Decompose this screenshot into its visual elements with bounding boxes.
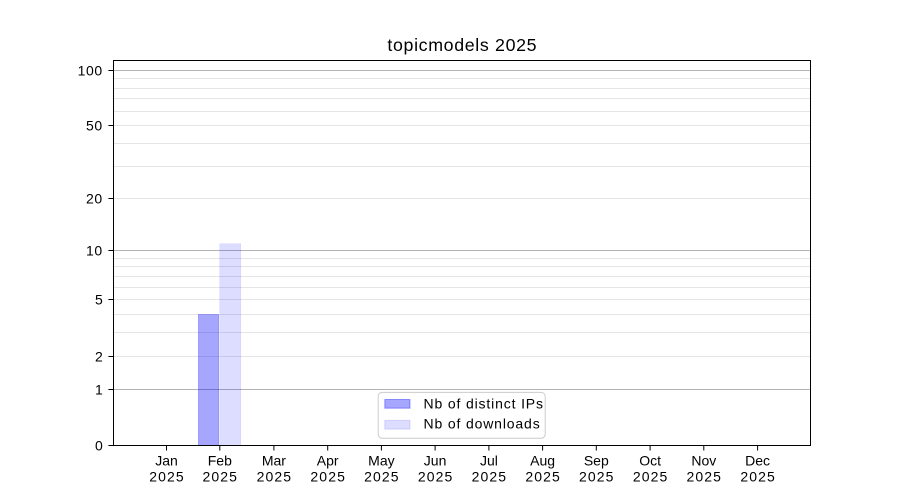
svg-text:2025: 2025 bbox=[525, 469, 561, 485]
svg-text:topicmodels 2025: topicmodels 2025 bbox=[387, 35, 537, 55]
svg-text:2025: 2025 bbox=[633, 469, 669, 485]
svg-text:2025: 2025 bbox=[257, 469, 293, 485]
svg-text:Mar: Mar bbox=[262, 453, 286, 469]
svg-text:May: May bbox=[368, 453, 394, 469]
svg-text:Nb of distinct IPs: Nb of distinct IPs bbox=[424, 395, 544, 411]
svg-text:1: 1 bbox=[95, 382, 103, 398]
svg-text:10: 10 bbox=[86, 243, 103, 259]
svg-text:Jun: Jun bbox=[424, 453, 447, 469]
svg-text:2025: 2025 bbox=[472, 469, 508, 485]
svg-text:2025: 2025 bbox=[740, 469, 776, 485]
svg-text:2: 2 bbox=[95, 349, 103, 365]
svg-text:2025: 2025 bbox=[687, 469, 723, 485]
svg-text:Dec: Dec bbox=[745, 453, 770, 469]
svg-text:Apr: Apr bbox=[317, 453, 339, 469]
svg-text:Aug: Aug bbox=[530, 453, 555, 469]
svg-text:Oct: Oct bbox=[639, 453, 661, 469]
svg-text:Feb: Feb bbox=[208, 453, 232, 469]
svg-text:5: 5 bbox=[95, 292, 103, 308]
svg-text:Jan: Jan bbox=[155, 453, 178, 469]
svg-text:2025: 2025 bbox=[579, 469, 615, 485]
svg-text:100: 100 bbox=[78, 63, 103, 79]
svg-text:Jul: Jul bbox=[480, 453, 498, 469]
svg-text:Nb of downloads: Nb of downloads bbox=[424, 416, 541, 432]
svg-text:2025: 2025 bbox=[310, 469, 346, 485]
svg-text:Nov: Nov bbox=[691, 453, 716, 469]
svg-text:2025: 2025 bbox=[418, 469, 454, 485]
svg-text:0: 0 bbox=[95, 438, 103, 454]
svg-text:20: 20 bbox=[86, 191, 103, 207]
svg-text:2025: 2025 bbox=[149, 469, 185, 485]
svg-text:2025: 2025 bbox=[364, 469, 400, 485]
svg-text:50: 50 bbox=[86, 118, 103, 134]
svg-text:2025: 2025 bbox=[203, 469, 239, 485]
svg-text:Sep: Sep bbox=[584, 453, 609, 469]
